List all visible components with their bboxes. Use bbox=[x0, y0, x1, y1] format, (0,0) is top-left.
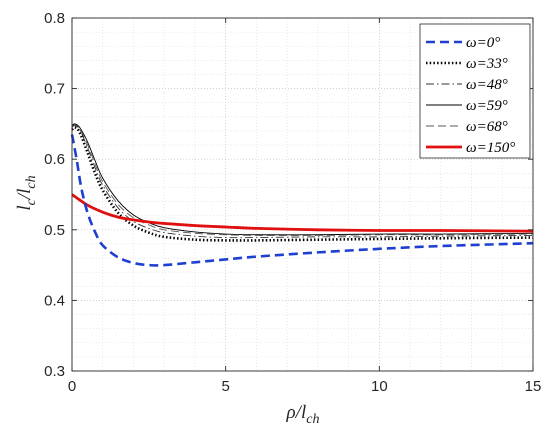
x-tick-label: 15 bbox=[525, 378, 542, 395]
y-tick-label: 0.8 bbox=[44, 10, 65, 27]
tick-labels: 0 5 10 15 0.3 0.4 0.5 0.6 0.7 0.8 bbox=[44, 10, 541, 395]
axis-ticks bbox=[71, 17, 534, 372]
series-line-2 bbox=[71, 124, 534, 239]
y-tick-label: 0.5 bbox=[44, 222, 65, 239]
x-axis-label: ρ/lch bbox=[286, 402, 320, 427]
y-tick-label: 0.6 bbox=[44, 151, 65, 168]
x-tick-label: 0 bbox=[68, 378, 76, 395]
legend: ω=0° ω=33° ω=48° ω=59° ω=68° ω=150° bbox=[419, 23, 531, 159]
y-tick-label: 0.4 bbox=[44, 292, 65, 309]
legend-label: ω=33° bbox=[466, 56, 508, 72]
y-tick-label: 0.7 bbox=[44, 81, 65, 98]
x-tick-label: 5 bbox=[221, 378, 229, 395]
plot-area-frame bbox=[71, 17, 534, 372]
legend-label: ω=48° bbox=[466, 77, 508, 93]
y-axis-label: lc/lch bbox=[14, 175, 39, 210]
series-line-5 bbox=[71, 193, 534, 233]
series-line-1 bbox=[71, 126, 534, 242]
legend-label: ω=0° bbox=[466, 35, 500, 51]
series-lines bbox=[70, 123, 534, 267]
series-line-0 bbox=[70, 134, 534, 267]
series-line-4 bbox=[71, 124, 534, 236]
legend-box bbox=[419, 23, 531, 159]
legend-label: ω=68° bbox=[466, 119, 508, 135]
legend-label: ω=150° bbox=[466, 140, 515, 156]
y-tick-label: 0.3 bbox=[44, 363, 65, 380]
x-tick-label: 10 bbox=[371, 378, 388, 395]
legend-label: ω=59° bbox=[466, 98, 508, 114]
